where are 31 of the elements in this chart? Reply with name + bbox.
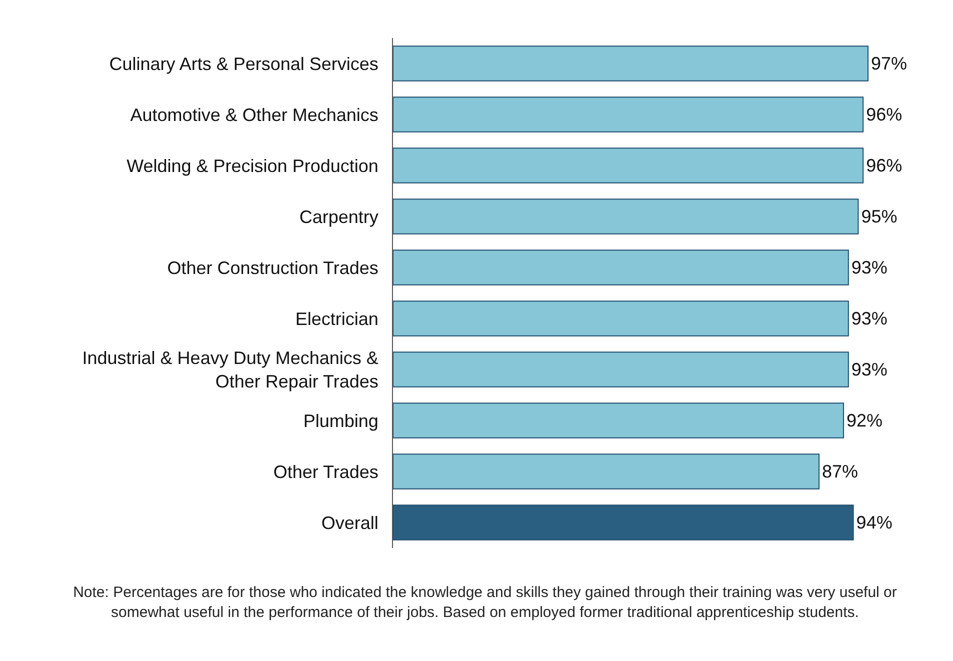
y-tick-label: Plumbing xyxy=(303,410,378,431)
y-tick-label: Carpentry xyxy=(299,206,378,227)
data-label: 93% xyxy=(851,360,888,380)
bar xyxy=(393,454,820,490)
bar xyxy=(393,352,849,388)
data-label: 87% xyxy=(822,462,858,482)
y-tick-label: Electrician xyxy=(295,308,378,329)
data-label: 94% xyxy=(856,512,892,532)
bar xyxy=(393,96,864,132)
y-tick-label: Welding & Precision Production xyxy=(126,156,378,176)
data-label: 96% xyxy=(866,156,902,176)
data-label: 96% xyxy=(866,104,902,124)
bar xyxy=(393,250,849,286)
data-label: 97% xyxy=(871,54,908,74)
bar xyxy=(393,46,868,82)
data-label: 95% xyxy=(861,206,898,226)
text: Note: Percentages are for those who indicated the knowledge and skills they gained through their training was very useful or somewhat useful in the performance of their jobs. Based on employed former traditional apprenticeship students. xyxy=(72,583,898,623)
bar xyxy=(393,198,859,234)
y-tick-label: Automotive & Other Mechanics xyxy=(130,104,378,125)
y-tick-label: Industrial & Heavy Duty Mechanics & Other Repair Trades xyxy=(82,348,378,392)
y-tick-label: Culinary Arts & Personal Services xyxy=(109,54,378,74)
y-tick-label: Other Construction Trades xyxy=(167,258,378,278)
bar xyxy=(393,504,854,540)
bar xyxy=(393,148,864,184)
y-tick-label: Other Trades xyxy=(273,462,378,482)
bar xyxy=(393,300,849,336)
y-tick-label: Overall xyxy=(321,512,378,533)
bar xyxy=(393,402,844,438)
data-label: 93% xyxy=(851,308,888,328)
data-label: 92% xyxy=(846,410,883,430)
data-label: 93% xyxy=(851,258,888,278)
